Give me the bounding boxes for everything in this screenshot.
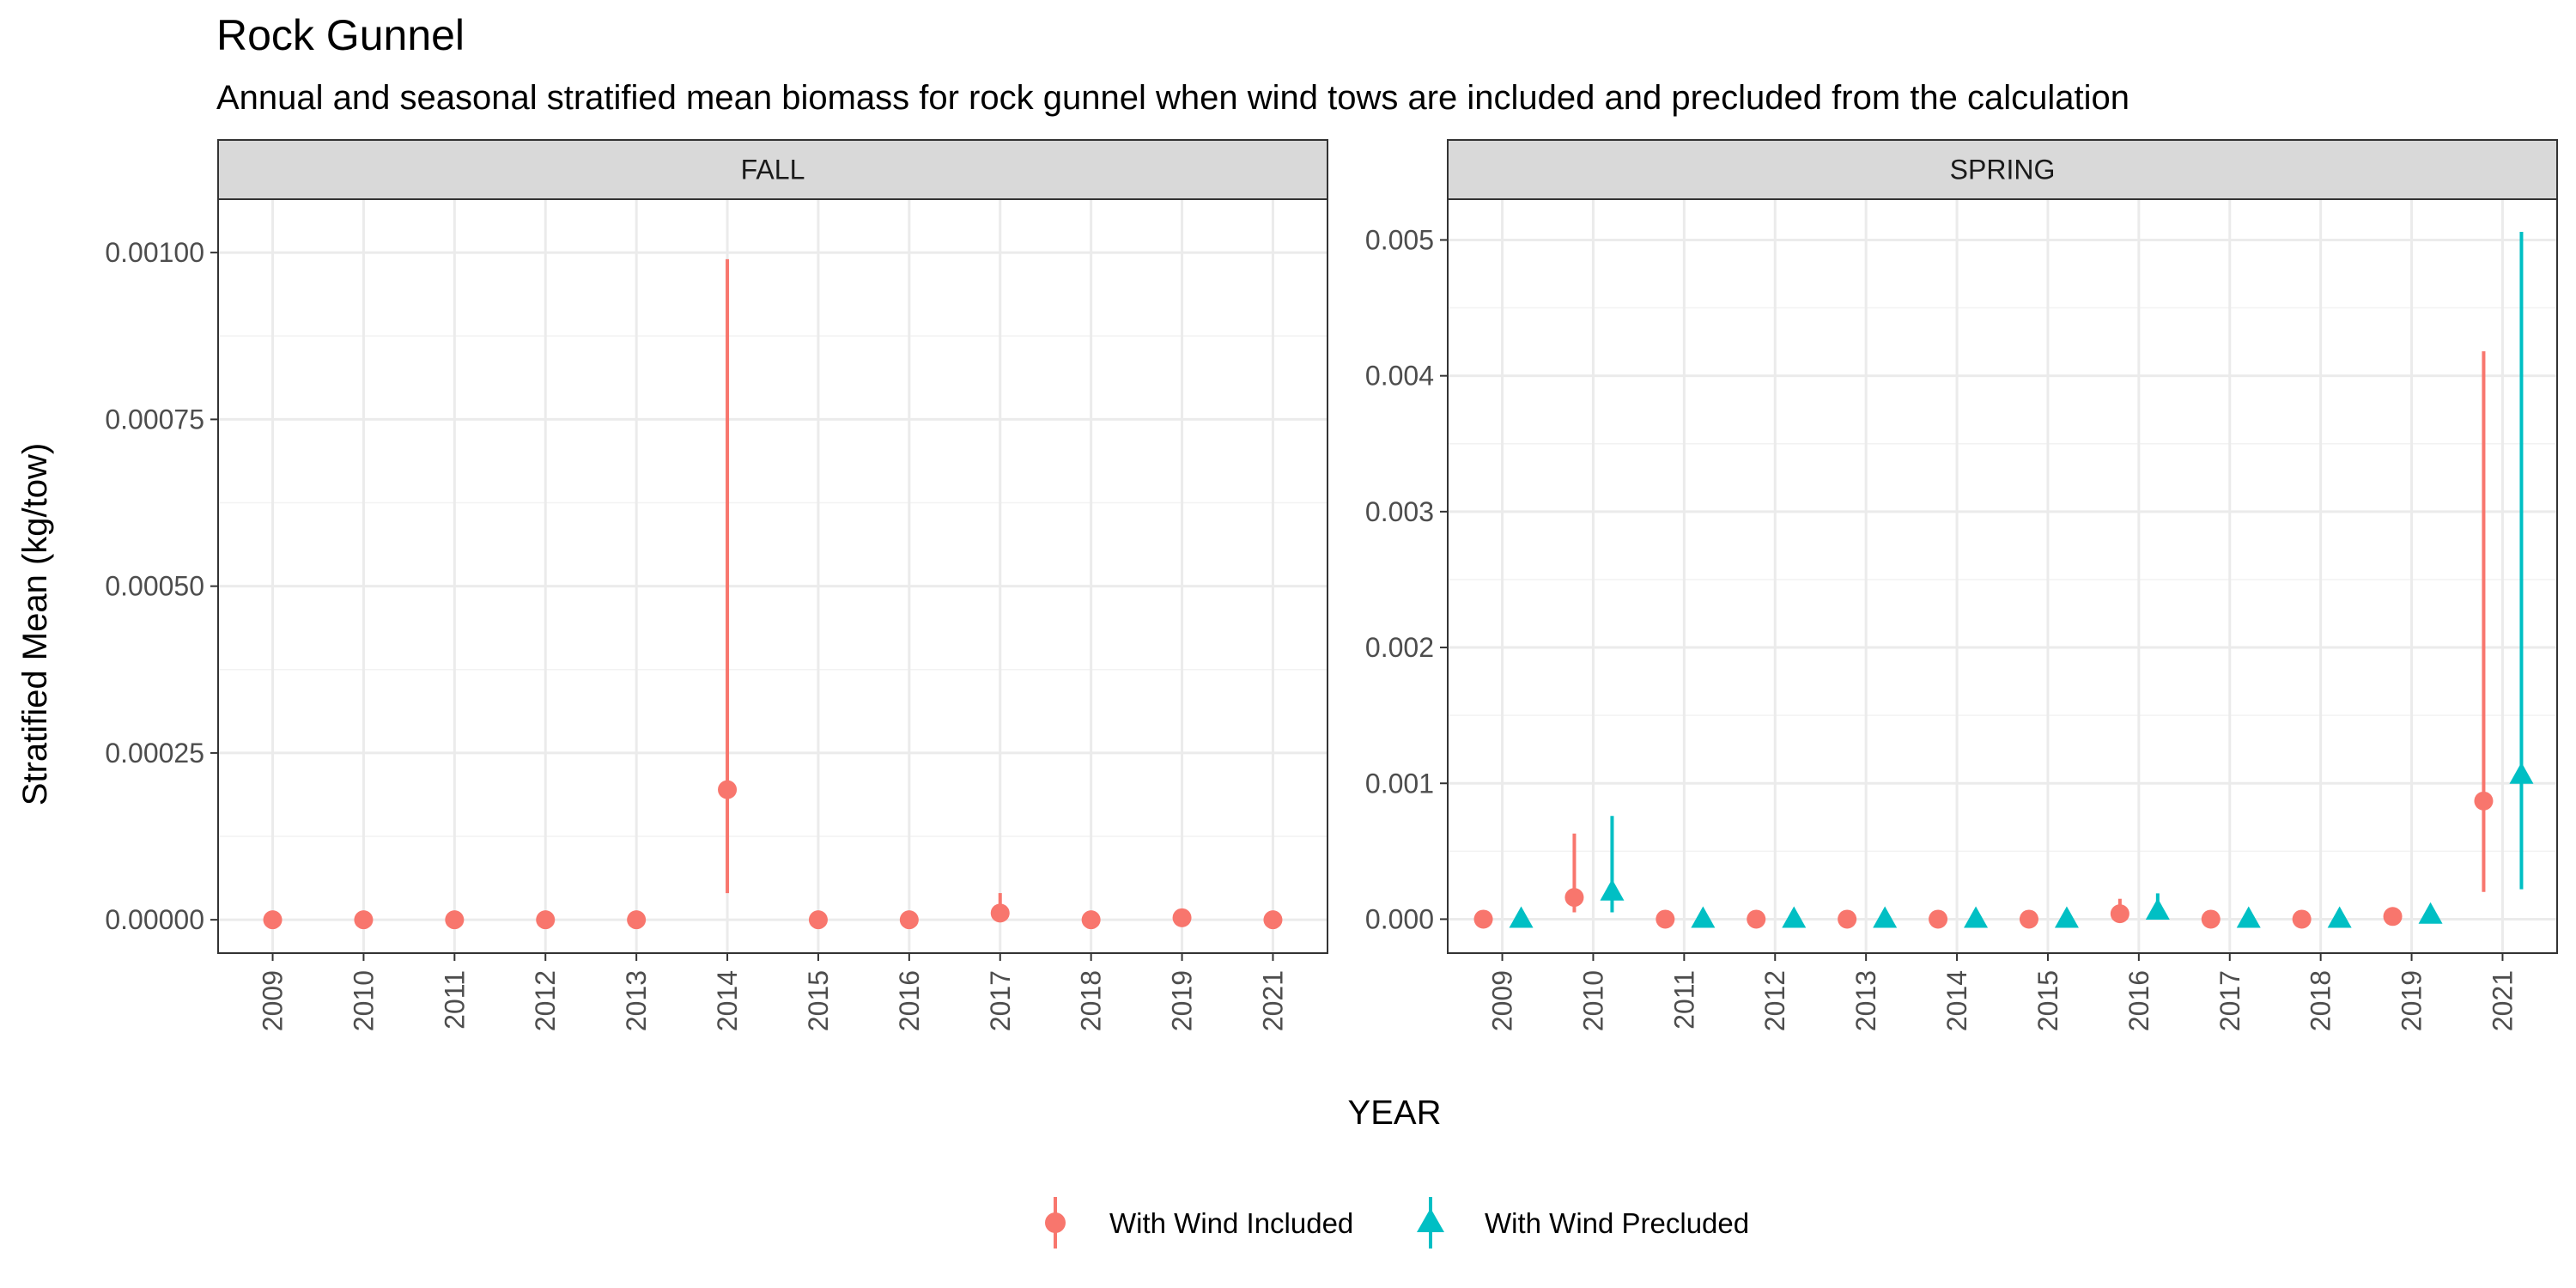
x-tick-label: 2014	[1941, 970, 1972, 1031]
data-point	[990, 903, 1010, 923]
facet-strip-label: FALL	[741, 155, 805, 185]
facet-strip-label: SPRING	[1950, 155, 2056, 185]
x-tick-label: 2014	[712, 970, 743, 1031]
x-tick-label: 2018	[2306, 970, 2336, 1031]
y-tick-label: 0.003	[1365, 496, 1434, 527]
data-point	[1782, 906, 1807, 928]
data-point	[2509, 762, 2534, 784]
y-tick-label: 0.00000	[105, 904, 204, 935]
data-point	[2474, 791, 2494, 811]
data-point	[1873, 906, 1898, 928]
data-point	[354, 910, 374, 930]
y-tick-label: 0.00025	[105, 738, 204, 769]
data-point	[1929, 909, 1948, 929]
data-point	[627, 910, 647, 930]
x-tick-label: 2017	[985, 970, 1016, 1031]
data-point	[2418, 902, 2443, 924]
y-tick-label: 0.002	[1365, 632, 1434, 663]
y-tick-label: 0.00075	[105, 404, 204, 434]
data-point	[2383, 907, 2403, 927]
facet-strip	[1447, 139, 2558, 200]
series-wind-included	[263, 258, 1283, 930]
data-point	[1600, 878, 1625, 901]
data-point	[1838, 909, 1857, 929]
x-tick-label: 2010	[1577, 970, 1608, 1031]
legend-item: With Wind Precluded	[1417, 1197, 1749, 1249]
legend-key-circle	[1045, 1212, 1066, 1233]
panel-border	[217, 198, 1328, 954]
data-point	[2145, 897, 2170, 920]
y-tick-label: 0.00050	[105, 571, 204, 602]
legend-key-triangle	[1417, 1208, 1444, 1232]
y-tick-label: 0.004	[1365, 361, 1434, 392]
x-tick-label: 2016	[2123, 970, 2154, 1031]
data-point	[1564, 888, 1584, 908]
y-tick-label: 0.000	[1365, 903, 1434, 934]
data-point	[2110, 904, 2129, 924]
panel-background	[218, 199, 1327, 953]
x-tick-label: 2012	[1759, 970, 1790, 1031]
legend-item: With Wind Included	[1045, 1197, 1353, 1249]
x-tick-label: 2013	[1850, 970, 1881, 1031]
chart-title: Rock Gunnel	[216, 11, 465, 59]
data-point	[2019, 909, 2038, 929]
data-point	[263, 910, 283, 930]
x-tick-label: 2015	[803, 970, 834, 1031]
x-tick-label: 2009	[258, 970, 289, 1031]
data-point	[1172, 908, 1192, 927]
x-tick-label: 2017	[2215, 970, 2245, 1031]
data-point	[1656, 909, 1675, 929]
y-tick-label: 0.001	[1365, 768, 1434, 799]
x-tick-label: 2011	[439, 970, 470, 1030]
facet-strip	[217, 139, 1328, 200]
panels: FALL 0.00000 0.00025 0.00050 0.00075 0.00100 2…	[105, 139, 2558, 1031]
data-point	[718, 780, 738, 799]
data-point	[1263, 910, 1283, 930]
legend: With Wind Included With Wind Precluded	[1045, 1197, 1749, 1249]
y-tick-label: 0.00100	[105, 237, 204, 268]
y-axis-title: Stratified Mean (kg/tow)	[16, 443, 54, 805]
data-point	[2236, 906, 2261, 928]
data-point	[2054, 906, 2079, 928]
data-point	[445, 910, 465, 930]
panel-background	[1448, 199, 2557, 953]
panel-fall: FALL 0.00000 0.00025 0.00050 0.00075 0.00100 2…	[105, 139, 1328, 1031]
series-wind-precluded	[1509, 231, 2534, 928]
x-tick-label: 2010	[348, 970, 379, 1031]
y-tick-label: 0.005	[1365, 224, 1434, 255]
data-point	[1081, 910, 1101, 930]
data-point	[808, 910, 828, 930]
x-tick-label: 2009	[1487, 970, 1518, 1031]
data-point	[1747, 909, 1766, 929]
legend-label: With Wind Included	[1109, 1207, 1353, 1239]
x-tick-label: 2012	[530, 970, 561, 1031]
x-tick-label: 2015	[2032, 970, 2063, 1031]
x-axis-title: YEAR	[1348, 1094, 1442, 1132]
x-tick-label: 2019	[2397, 970, 2427, 1031]
x-tick-label: 2013	[621, 970, 652, 1031]
panel-border	[1447, 198, 2558, 954]
data-point	[1509, 906, 1534, 928]
legend-label: With Wind Precluded	[1485, 1207, 1749, 1239]
series-wind-included	[1473, 351, 2494, 929]
data-point	[2327, 906, 2352, 928]
data-point	[1691, 906, 1716, 928]
x-tick-label: 2021	[2487, 970, 2518, 1031]
x-tick-label: 2021	[1257, 970, 1288, 1031]
data-point	[1964, 906, 1989, 928]
chart-subtitle: Annual and seasonal stratified mean biom…	[216, 79, 2129, 117]
x-tick-label: 2016	[894, 970, 925, 1031]
panel-spring: SPRING 0.000 0.001 0.002 0.003 0.004 0.005 2009…	[1365, 139, 2558, 1031]
data-point	[2292, 909, 2312, 929]
data-point	[1473, 909, 1493, 929]
x-tick-label: 2019	[1167, 970, 1198, 1031]
x-tick-label: 2011	[1668, 970, 1699, 1030]
x-tick-label: 2018	[1076, 970, 1107, 1031]
data-point	[2201, 909, 2221, 929]
data-point	[899, 910, 919, 930]
data-point	[536, 910, 556, 930]
